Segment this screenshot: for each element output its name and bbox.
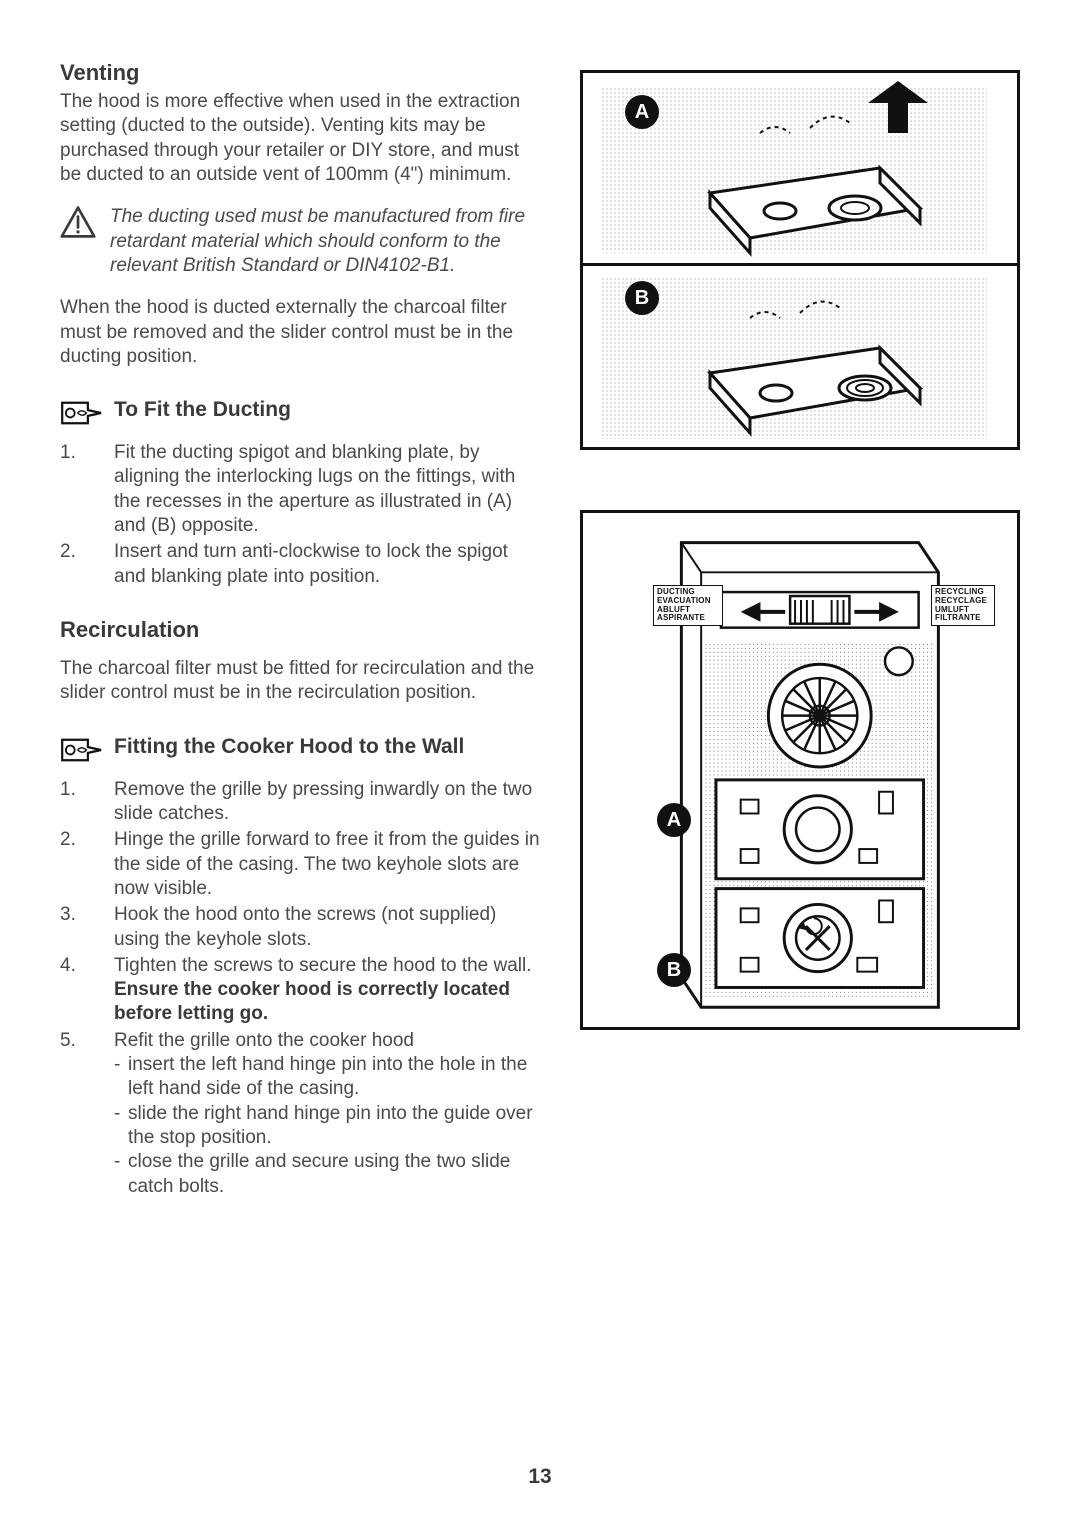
list-item: 3.Hook the hood onto the screws (not sup…	[60, 903, 540, 952]
list-item: 1.Fit the ducting spigot and blanking pl…	[60, 441, 540, 538]
diagram-underside: DUCTINGEVACUATIONABLUFTASPIRANTE RECYCLI…	[580, 510, 1020, 1030]
fit-ducting-steps: 1.Fit the ducting spigot and blanking pl…	[60, 441, 540, 589]
fitting-wall-heading-row: Fitting the Cooker Hood to the Wall	[60, 734, 540, 764]
venting-heading: Venting	[60, 60, 540, 86]
fitting-wall-heading: Fitting the Cooker Hood to the Wall	[114, 734, 464, 760]
step4-bold: Ensure the cooker hood is correctly loca…	[114, 979, 510, 1024]
warning-text: The ducting used must be manufactured fr…	[110, 205, 540, 278]
diagram-ab-spigot: A B	[580, 70, 1020, 450]
warning-block: The ducting used must be manufactured fr…	[60, 205, 540, 278]
list-item: insert the left hand hinge pin into the …	[114, 1053, 540, 1102]
venting-para2: When the hood is ducted externally the c…	[60, 296, 540, 369]
slider-right-label: RECYCLINGRECYCLAGEUMLUFTFILTRANTE	[931, 585, 995, 626]
page-number: 13	[0, 1465, 1080, 1489]
diagram2-label-a: A	[657, 803, 691, 837]
list-item: 2.Insert and turn anti-clockwise to lock…	[60, 540, 540, 589]
list-item: 5. Refit the grille onto the cooker hood…	[60, 1029, 540, 1199]
fitting-wall-steps: 1.Remove the grille by pressing inwardly…	[60, 778, 540, 1199]
step4-pre: Tighten the screws to secure the hood to…	[114, 955, 532, 976]
pointing-hand-icon	[60, 399, 104, 427]
list-item: 2.Hinge the grille forward to free it fr…	[60, 828, 540, 901]
fit-ducting-heading: To Fit the Ducting	[114, 397, 291, 423]
slider-left-label: DUCTINGEVACUATIONABLUFTASPIRANTE	[653, 585, 723, 626]
venting-para1: The hood is more effective when used in …	[60, 90, 540, 187]
list-item: close the grille and secure using the tw…	[114, 1150, 540, 1199]
left-column: Venting The hood is more effective when …	[60, 60, 540, 1201]
diagram2-label-b: B	[657, 953, 691, 987]
step5-text: Refit the grille onto the cooker hood	[114, 1030, 414, 1051]
warning-triangle-icon	[60, 205, 96, 239]
list-item: 4. Tighten the screws to secure the hood…	[60, 954, 540, 1027]
step5-sub: insert the left hand hinge pin into the …	[114, 1053, 540, 1199]
pointing-hand-icon	[60, 736, 104, 764]
recirc-heading: Recirculation	[60, 617, 540, 643]
list-item: slide the right hand hinge pin into the …	[114, 1102, 540, 1151]
right-column: A B	[580, 60, 1020, 1201]
diagram-b-svg	[583, 263, 1017, 453]
recirc-para: The charcoal filter must be fitted for r…	[60, 657, 540, 706]
list-item: 1.Remove the grille by pressing inwardly…	[60, 778, 540, 827]
diagram-a-svg	[583, 73, 1017, 263]
fit-ducting-heading-row: To Fit the Ducting	[60, 397, 540, 427]
